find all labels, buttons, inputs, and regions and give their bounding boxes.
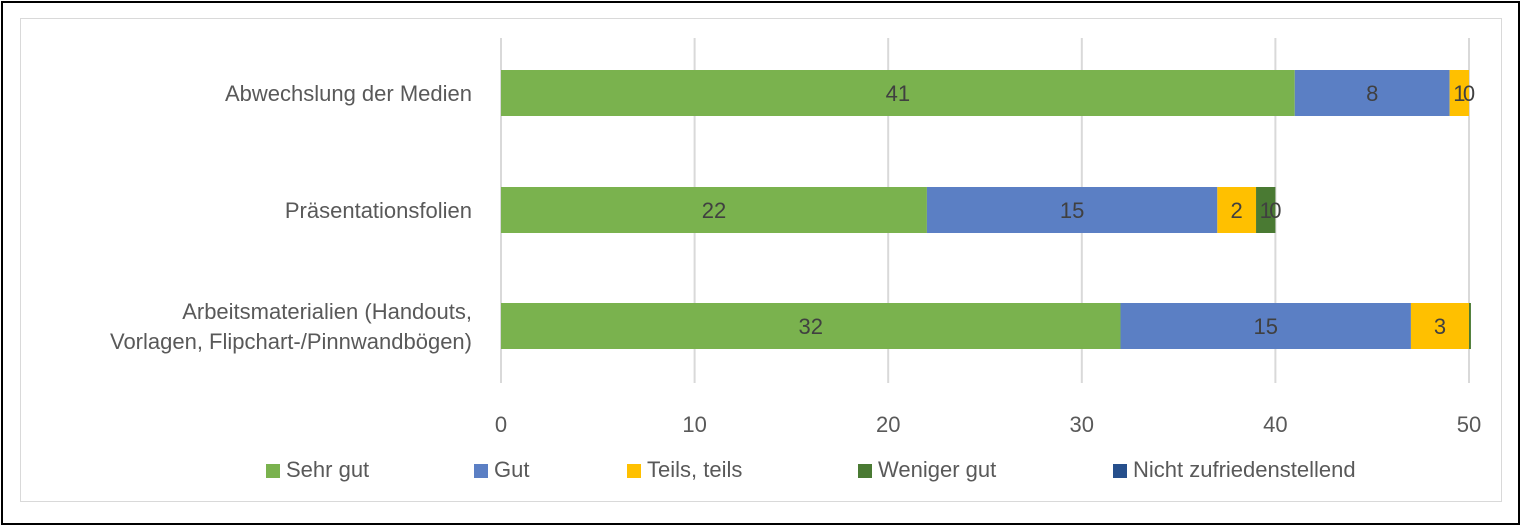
data-label: 2	[1231, 198, 1243, 223]
bar-segment	[501, 70, 1295, 116]
data-label: 41	[886, 81, 910, 106]
data-label: 22	[702, 198, 726, 223]
bar-segment	[926, 187, 1218, 233]
legend-label: Teils, teils	[647, 457, 742, 482]
data-label: 0	[1463, 81, 1475, 106]
x-tick-label: 10	[682, 412, 706, 437]
data-label: 0	[1269, 198, 1281, 223]
x-tick-label: 40	[1263, 412, 1287, 437]
data-label: 1	[1453, 81, 1465, 106]
legend-label: Nicht zufriedenstellend	[1133, 457, 1356, 482]
data-label: 8	[1366, 81, 1378, 106]
bar-segment	[501, 187, 927, 233]
data-label: 15	[1253, 314, 1277, 339]
legend-label: Weniger gut	[878, 457, 996, 482]
legend-swatch	[627, 464, 641, 478]
bar-segment	[1217, 187, 1257, 233]
legend-swatch	[858, 464, 872, 478]
data-label: 1	[1260, 198, 1272, 223]
legend-swatch	[474, 464, 488, 478]
data-label: 15	[1060, 198, 1084, 223]
category-label: Arbeitsmaterialien (Handouts,	[182, 299, 472, 324]
x-tick-label: 20	[876, 412, 900, 437]
category-label: Präsentationsfolien	[285, 198, 472, 223]
x-tick-label: 30	[1070, 412, 1094, 437]
bar-segment	[1256, 187, 1276, 233]
legend-swatch	[266, 464, 280, 478]
x-tick-label: 0	[495, 412, 507, 437]
legend-layer: Sehr gut Gut Teils, teils Weniger gut Nicht …	[266, 457, 1356, 482]
x-tick-label: 50	[1457, 412, 1481, 437]
bar-segment	[1449, 70, 1469, 116]
bar-segment	[501, 303, 1121, 349]
data-label: 32	[799, 314, 823, 339]
category-label: Vorlagen, Flipchart-/Pinnwandbögen)	[110, 329, 472, 354]
legend-swatch	[1113, 464, 1127, 478]
bar-segment	[1120, 303, 1411, 349]
bar-layer	[501, 70, 1471, 349]
bar-segment	[1469, 303, 1471, 349]
legend-label: Sehr gut	[286, 457, 369, 482]
legend-label: Gut	[494, 457, 529, 482]
category-label: Abwechslung der Medien	[225, 81, 472, 106]
bar-segment	[1410, 303, 1469, 349]
data-label: 3	[1434, 314, 1446, 339]
bar-segment	[1294, 70, 1450, 116]
